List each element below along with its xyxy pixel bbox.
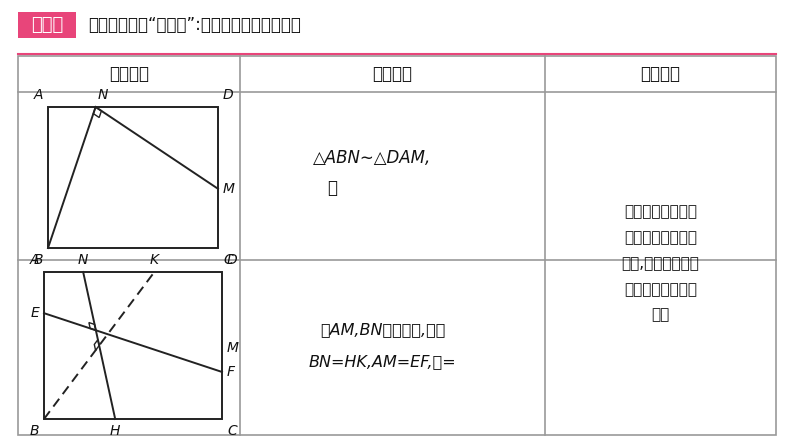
Text: 遇矩形中垂直“十字架”:长度之比等于邻边之比: 遇矩形中垂直“十字架”:长度之比等于邻边之比 [88,16,301,34]
Text: K: K [150,253,159,267]
Text: B: B [29,424,39,438]
Text: C: C [227,424,237,438]
Text: B: B [33,253,43,267]
Bar [48,107,218,248]
Text: E: E [30,306,39,320]
FancyBboxPatch shape [18,12,76,38]
Text: 共同特征: 共同特征 [641,65,680,83]
Text: M: M [223,182,235,196]
Text: 将AM,BN进行平移,易得: 将AM,BN进行平移,易得 [320,322,445,337]
Text: M: M [227,342,239,355]
Text: A: A [33,88,43,102]
Text: 故: 故 [327,179,337,197]
Bar [18,56,776,435]
Text: C: C [223,253,233,267]
Text: N: N [98,88,108,102]
Text: D: D [227,253,237,267]
Text: 若矩形的四条边上
存在互相垂直的十
字架,则十字架长度
之比等于矩形邻边
之比: 若矩形的四条边上 存在互相垂直的十 字架,则十字架长度 之比等于矩形邻边 之比 [622,204,700,323]
Text: 模型结论: 模型结论 [372,65,413,83]
Text: F: F [227,365,235,379]
Text: H: H [110,424,121,438]
Text: A: A [29,253,39,267]
Text: N: N [78,253,88,267]
Text: BN=HK,AM=EF,则=: BN=HK,AM=EF,则= [309,354,457,369]
Bar [44,272,222,419]
Text: D: D [223,88,233,102]
Text: △ABN∼△DAM,: △ABN∼△DAM, [314,149,432,167]
Text: 模型二: 模型二 [31,16,64,34]
Text: 基本图形: 基本图形 [109,65,149,83]
